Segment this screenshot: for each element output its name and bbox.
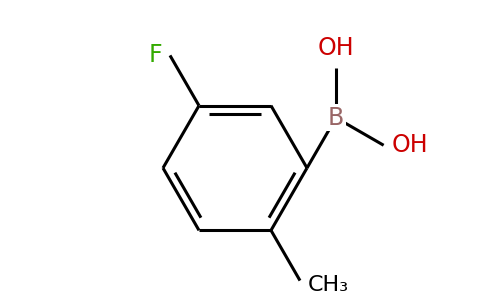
Text: OH: OH [392, 133, 428, 157]
Text: B: B [328, 106, 344, 130]
Text: OH: OH [318, 36, 354, 60]
Text: CH₃: CH₃ [308, 274, 349, 295]
Text: F: F [149, 44, 162, 68]
